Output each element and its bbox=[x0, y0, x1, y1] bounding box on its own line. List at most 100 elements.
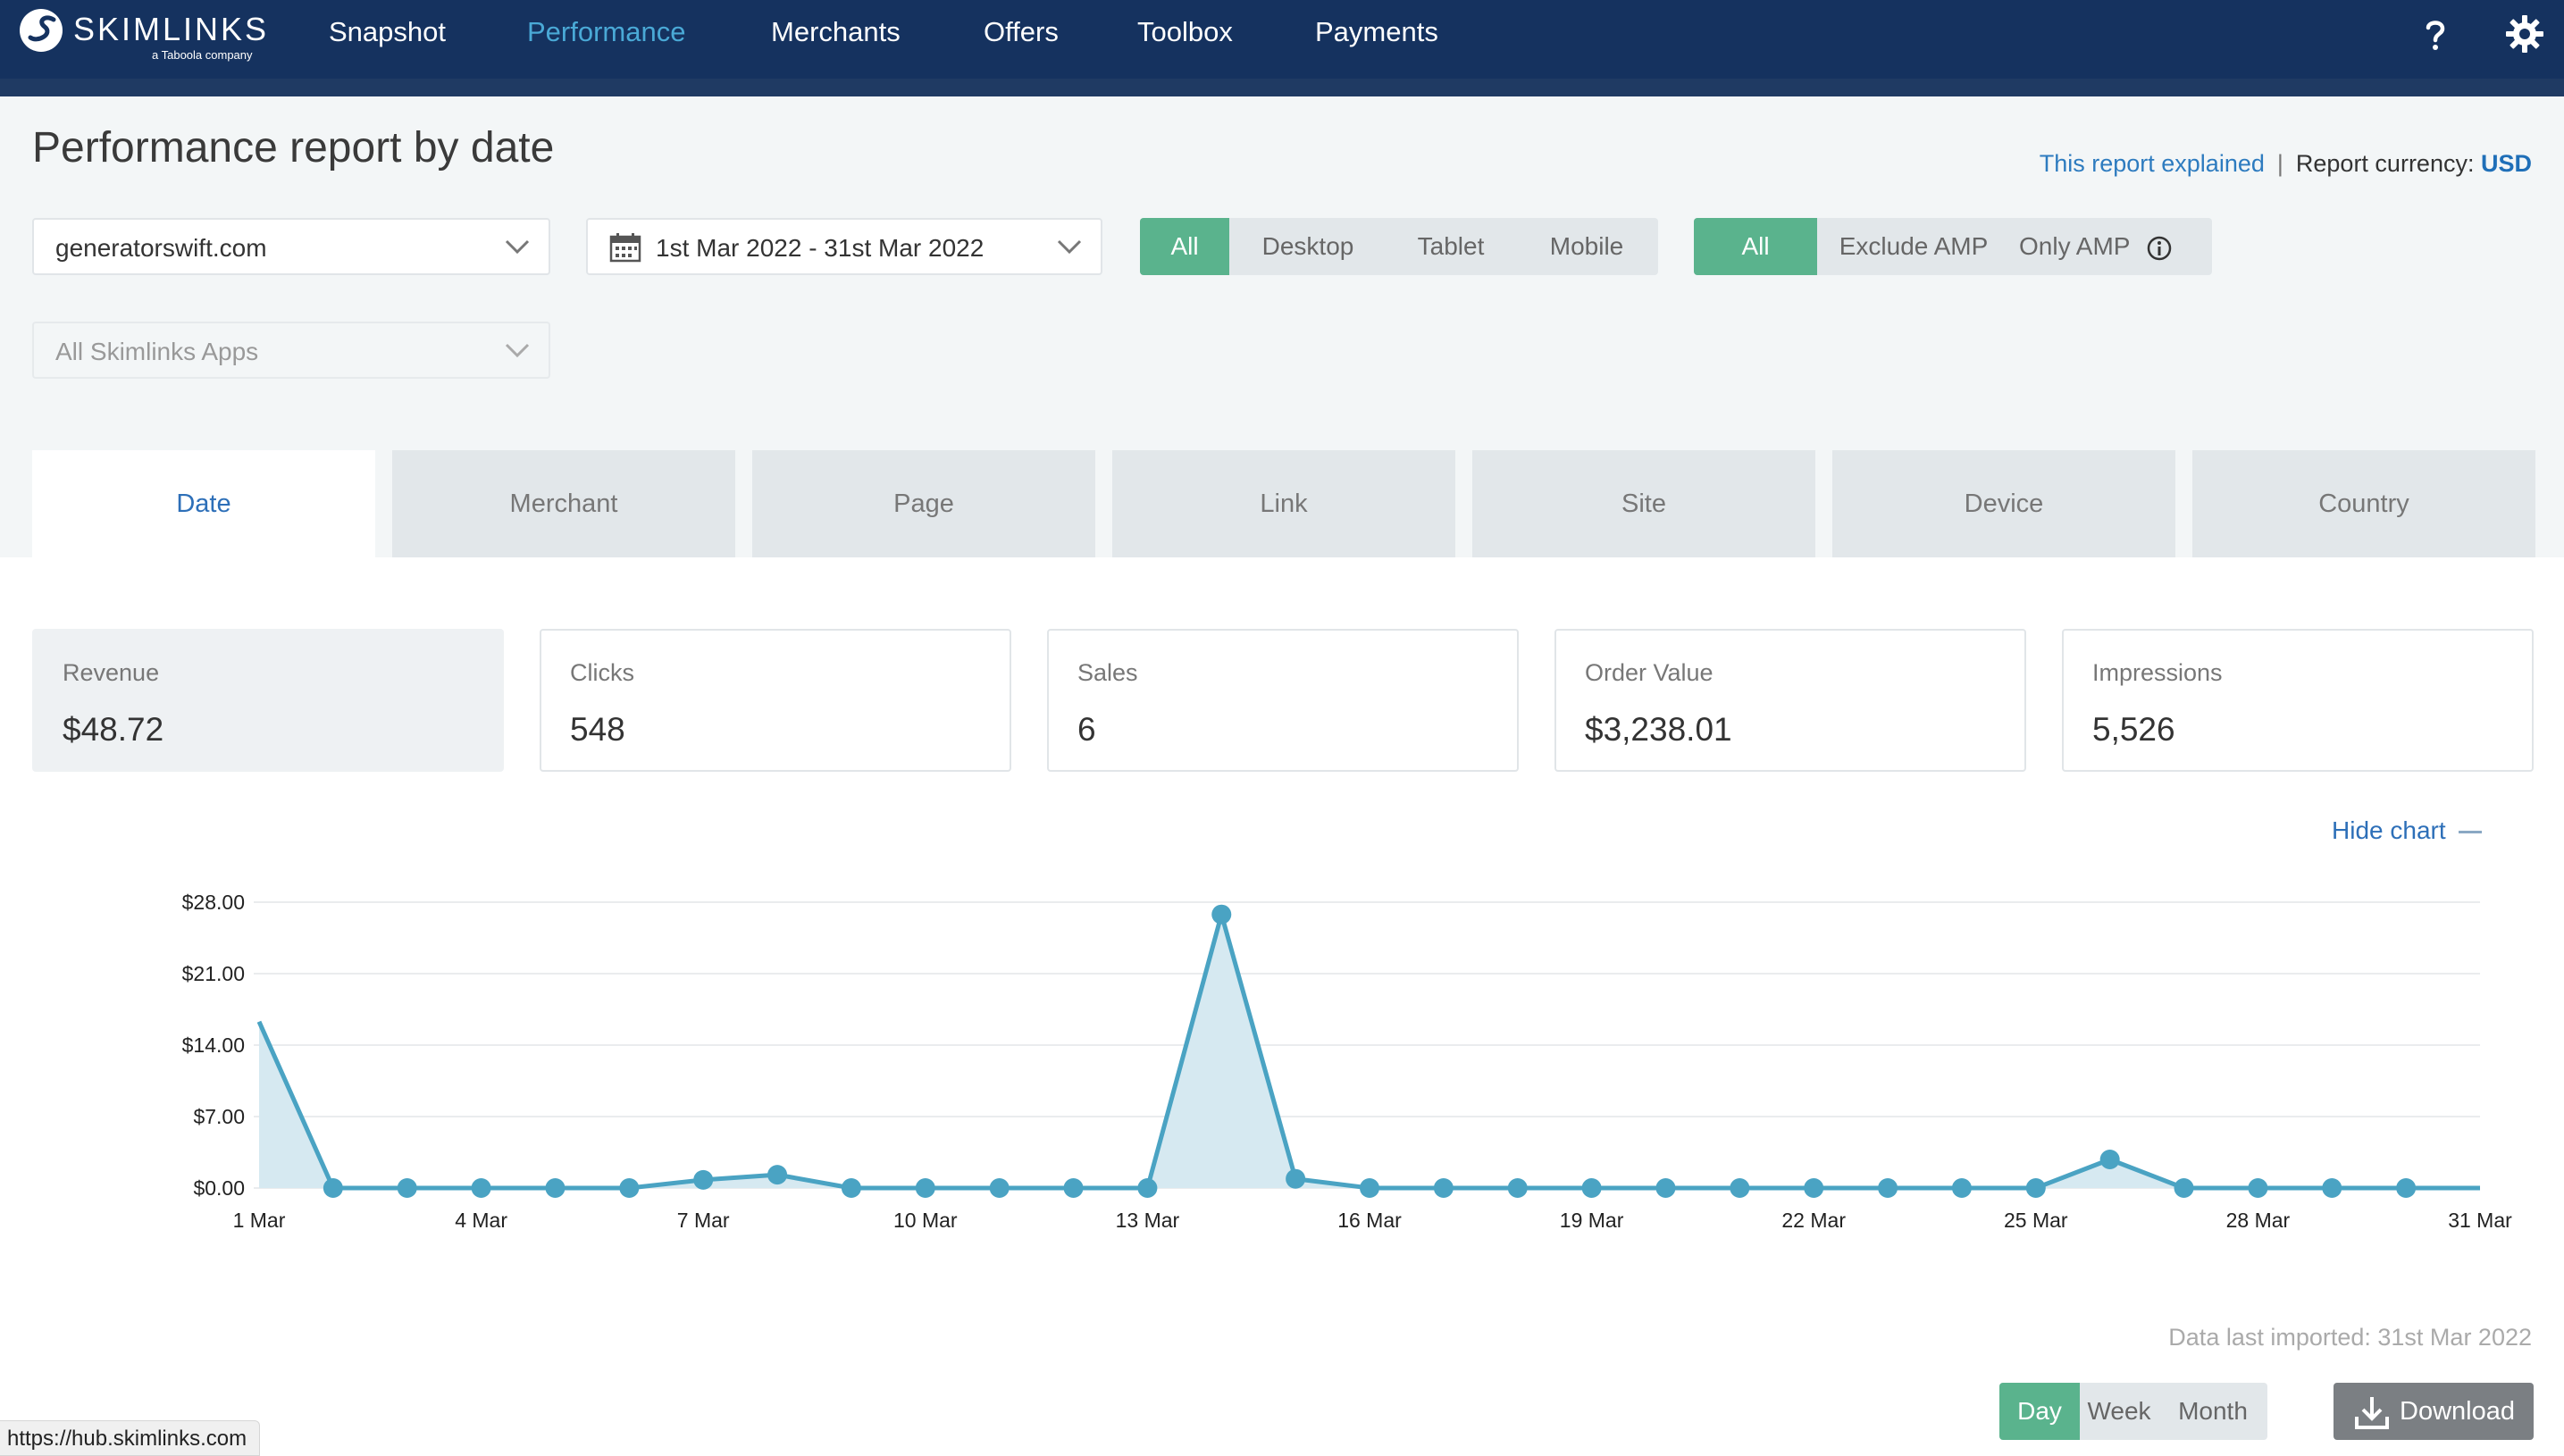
download-label: Download bbox=[2400, 1397, 2515, 1426]
device-mobile-button[interactable]: Mobile bbox=[1549, 232, 1624, 260]
data-point bbox=[2248, 1178, 2268, 1198]
data-point bbox=[1730, 1178, 1750, 1198]
x-tick-label: 16 Mar bbox=[1337, 1209, 1402, 1232]
kpi-label: Order Value bbox=[1585, 659, 1714, 686]
meta-separator: | bbox=[2276, 150, 2283, 177]
hide-chart-label: Hide chart bbox=[2332, 816, 2446, 844]
device-all-button[interactable]: All bbox=[1140, 218, 1229, 275]
data-point bbox=[397, 1178, 417, 1198]
data-point bbox=[2099, 1150, 2120, 1169]
data-point bbox=[767, 1165, 788, 1185]
kpi-card-clicks[interactable]: Clicks 548 bbox=[540, 629, 1011, 772]
minus-icon bbox=[2458, 831, 2482, 834]
tab-device[interactable]: Device bbox=[1832, 450, 2175, 557]
revenue-chart: $0.00 $7.00 $14.00 $21.00 $28.00 1 Mar 4 Mar 7 … bbox=[182, 891, 2512, 1232]
data-point bbox=[619, 1178, 640, 1198]
currency-value[interactable]: USD bbox=[2480, 150, 2532, 177]
data-point bbox=[545, 1178, 566, 1198]
data-point bbox=[1878, 1178, 1898, 1198]
tab-page[interactable]: Page bbox=[752, 450, 1095, 557]
device-filter: All Desktop Tablet Mobile bbox=[1140, 218, 1658, 275]
data-point bbox=[471, 1178, 491, 1198]
calendar-icon bbox=[609, 233, 641, 263]
chevron-down-icon bbox=[1057, 239, 1082, 255]
data-point bbox=[1063, 1178, 1084, 1198]
y-tick-label: $21.00 bbox=[182, 962, 245, 985]
kpi-label: Sales bbox=[1077, 659, 1138, 686]
skimlinks-logo-icon bbox=[20, 9, 63, 52]
page-title: Performance report by date bbox=[32, 124, 555, 172]
x-tick-label: 19 Mar bbox=[1560, 1209, 1624, 1232]
nav-underline-strip bbox=[0, 79, 2564, 96]
nav-toolbox[interactable]: Toolbox bbox=[1137, 16, 1233, 47]
tab-site[interactable]: Site bbox=[1472, 450, 1815, 557]
data-point bbox=[841, 1178, 861, 1198]
data-point bbox=[2322, 1178, 2342, 1198]
device-tablet-button[interactable]: Tablet bbox=[1417, 232, 1485, 260]
top-nav-bar: SKIMLINKS a Taboola company Snapshot Per… bbox=[0, 0, 2564, 79]
kpi-card-sales[interactable]: Sales 6 bbox=[1047, 629, 1519, 772]
period-month-button[interactable]: Month bbox=[2178, 1397, 2248, 1425]
data-point bbox=[1433, 1178, 1454, 1198]
kpi-value: $3,238.01 bbox=[1585, 711, 1732, 748]
data-point bbox=[915, 1178, 935, 1198]
tab-date[interactable]: Date bbox=[32, 450, 375, 557]
report-meta: This report explained | Report currency: U… bbox=[2040, 150, 2532, 178]
x-tick-label: 22 Mar bbox=[1781, 1209, 1846, 1232]
data-point bbox=[323, 1178, 343, 1198]
kpi-card-impressions[interactable]: Impressions 5,526 bbox=[2062, 629, 2534, 772]
tab-country[interactable]: Country bbox=[2192, 450, 2535, 557]
data-point bbox=[1360, 1178, 1379, 1198]
y-tick-label: $28.00 bbox=[182, 891, 245, 914]
hide-chart-toggle[interactable]: Hide chart bbox=[2332, 816, 2482, 845]
kpi-value: 5,526 bbox=[2092, 711, 2175, 748]
kpi-value: 548 bbox=[570, 711, 625, 748]
data-point bbox=[1507, 1178, 1528, 1198]
kpi-card-revenue[interactable]: Revenue $48.72 bbox=[32, 629, 504, 772]
kpi-card-order-value[interactable]: Order Value $3,238.01 bbox=[1554, 629, 2026, 772]
brand-tagline: a Taboola company bbox=[152, 48, 253, 62]
y-tick-label: $0.00 bbox=[193, 1176, 245, 1200]
info-icon[interactable] bbox=[2146, 235, 2173, 262]
tab-link[interactable]: Link bbox=[1112, 450, 1455, 557]
currency-label: Report currency: bbox=[2295, 150, 2475, 177]
amp-filter: All Exclude AMP Only AMP bbox=[1694, 218, 2212, 275]
amp-only-button[interactable]: Only AMP bbox=[2010, 218, 2212, 275]
data-point bbox=[1211, 904, 1232, 925]
apps-select-value: All Skimlinks Apps bbox=[55, 338, 259, 365]
apps-select[interactable]: All Skimlinks Apps bbox=[32, 322, 550, 379]
x-tick-label: 28 Mar bbox=[2226, 1209, 2291, 1232]
amp-all-button[interactable]: All bbox=[1694, 218, 1817, 275]
question-mark-icon[interactable] bbox=[2414, 13, 2457, 55]
data-point bbox=[1804, 1178, 1824, 1198]
kpi-label: Clicks bbox=[570, 659, 634, 686]
date-range-select[interactable]: 1st Mar 2022 - 31st Mar 2022 bbox=[586, 218, 1102, 275]
report-explained-link[interactable]: This report explained bbox=[2039, 150, 2265, 177]
period-toggle: Day Week Month bbox=[1999, 1383, 2267, 1440]
tab-merchant[interactable]: Merchant bbox=[392, 450, 735, 557]
nav-performance[interactable]: Performance bbox=[527, 16, 686, 47]
x-tick-label: 31 Mar bbox=[2448, 1209, 2512, 1232]
period-week-button[interactable]: Week bbox=[2087, 1397, 2151, 1425]
site-select[interactable]: generatorswift.com bbox=[32, 218, 550, 275]
data-point bbox=[1655, 1178, 1676, 1198]
data-point bbox=[1137, 1178, 1158, 1198]
period-day-button[interactable]: Day bbox=[1999, 1383, 2080, 1440]
nav-merchants[interactable]: Merchants bbox=[771, 16, 901, 47]
device-desktop-button[interactable]: Desktop bbox=[1261, 232, 1354, 260]
nav-offers[interactable]: Offers bbox=[984, 16, 1059, 47]
amp-exclude-button[interactable]: Exclude AMP bbox=[1839, 232, 1989, 260]
data-point bbox=[989, 1178, 1010, 1198]
x-tick-label: 1 Mar bbox=[233, 1209, 286, 1232]
gear-icon[interactable] bbox=[2503, 13, 2546, 55]
x-tick-label: 4 Mar bbox=[455, 1209, 507, 1232]
y-tick-label: $7.00 bbox=[193, 1105, 245, 1128]
series-line bbox=[256, 912, 2480, 1191]
download-button[interactable]: Download bbox=[2334, 1383, 2534, 1440]
kpi-value: $48.72 bbox=[63, 711, 164, 748]
nav-snapshot[interactable]: Snapshot bbox=[329, 16, 446, 47]
chevron-down-icon bbox=[505, 343, 530, 358]
x-tick-label: 13 Mar bbox=[1116, 1209, 1180, 1232]
nav-payments[interactable]: Payments bbox=[1315, 16, 1438, 47]
skimlinks-logo[interactable]: SKIMLINKS a Taboola company bbox=[18, 7, 277, 70]
